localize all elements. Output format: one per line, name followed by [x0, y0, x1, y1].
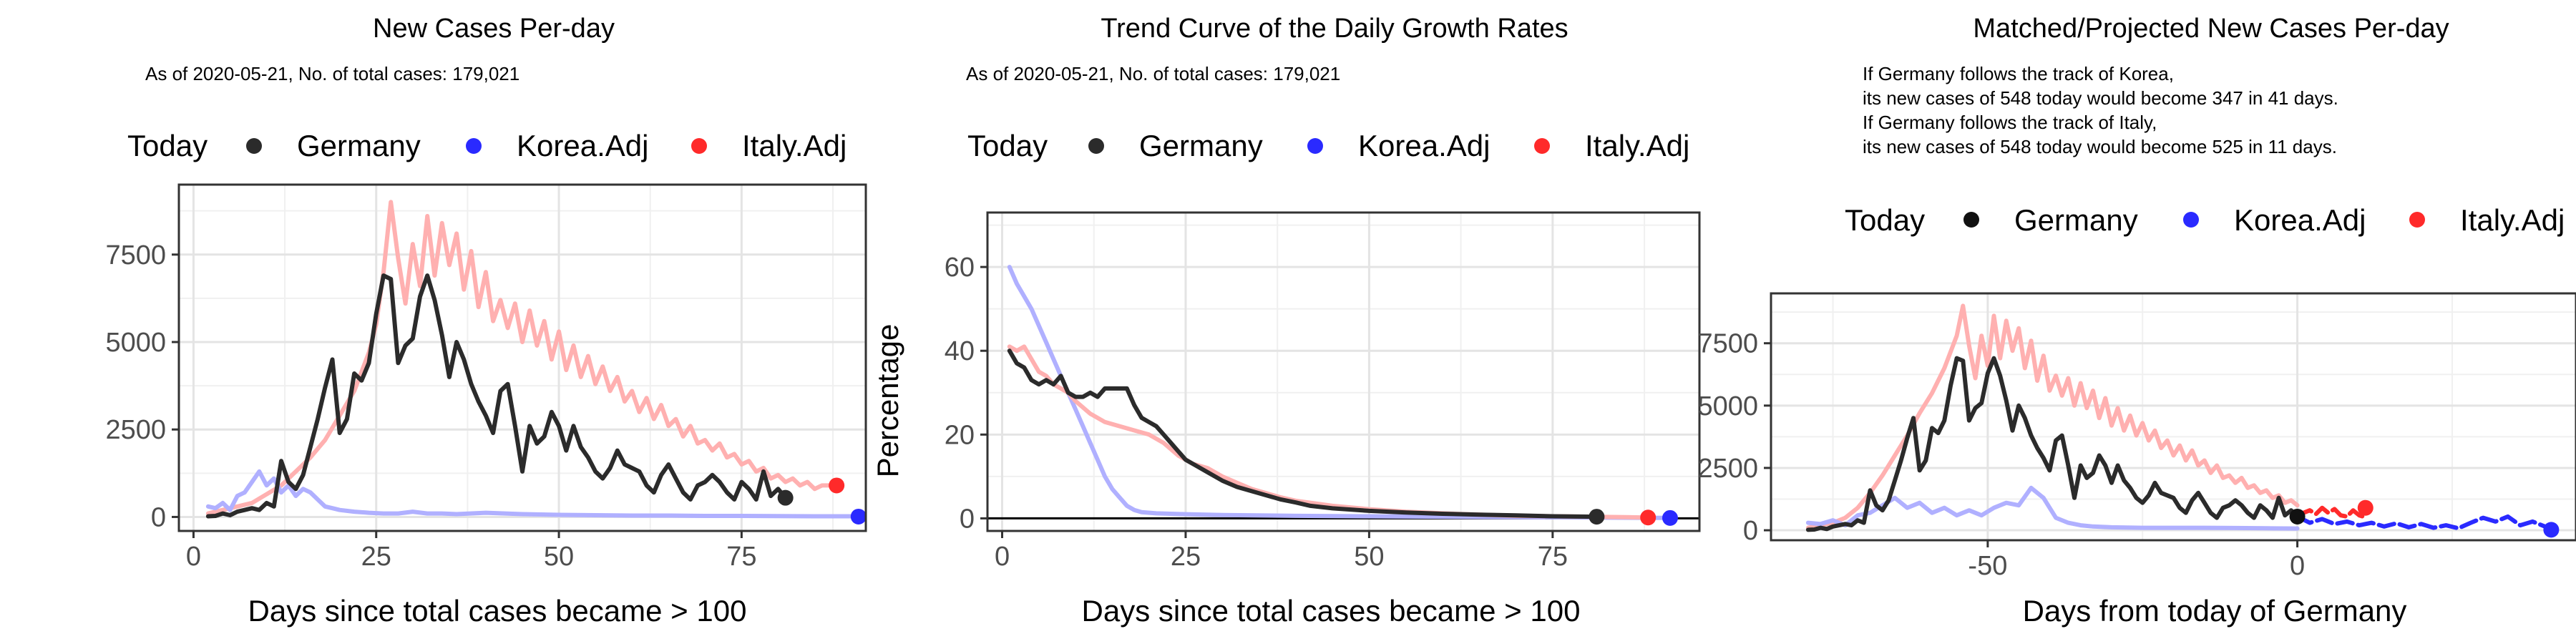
plot-area: 0 25 50 75 0 2500 5000 7500	[105, 183, 867, 572]
today-point-italy-adj	[2357, 499, 2373, 516]
series-line-germany	[205, 273, 788, 519]
y-tick-label: 2500	[105, 415, 166, 445]
legend: Today Germany Korea.Adj Italy.Adj	[1845, 203, 2565, 237]
legend-title: Today	[127, 129, 208, 162]
y-tick-label: 20	[945, 420, 975, 450]
legend-label-italy: Italy.Adj	[1585, 129, 1689, 162]
series-line-germany	[1007, 348, 1599, 519]
today-point-italy-adj	[1640, 509, 1657, 526]
chart-title: Matched/Projected New Cases Per-day	[1973, 14, 2449, 44]
plot-border	[177, 183, 867, 532]
legend-label-korea: Korea.Adj	[517, 129, 648, 162]
x-axis-title: Days from today of Germany	[2023, 594, 2407, 628]
today-point-germany	[2289, 508, 2306, 525]
legend-key-germany	[246, 138, 262, 154]
legend: Today Germany Korea.Adj Italy.Adj	[127, 129, 847, 162]
x-tick-label: 0	[2290, 551, 2305, 581]
legend-key-korea	[1307, 138, 1323, 154]
x-axis-title: Days since total cases became > 100	[248, 594, 747, 628]
legend-label-italy: Italy.Adj	[2460, 203, 2565, 237]
series-line-korea-adj	[205, 469, 854, 519]
x-tick-label: 0	[995, 542, 1010, 572]
legend-label-korea: Korea.Adj	[2234, 203, 2366, 237]
series-line-italy-adj-projected	[2295, 505, 2368, 519]
today-point-italy-adj	[829, 477, 845, 494]
panel-projected-cases: Matched/Projected New Cases Per-day If G…	[1697, 14, 2576, 628]
panel-new-cases: New Cases Per-day As of 2020-05-21, No. …	[105, 14, 867, 628]
x-tick-label: 50	[1354, 542, 1384, 572]
x-tick-label: 0	[186, 542, 201, 572]
y-tick-label: 5000	[105, 328, 166, 358]
legend-key-italy	[2409, 212, 2425, 228]
chart-subtitle-line: If Germany follows the track of Italy,	[1863, 112, 2157, 133]
y-tick-label: 5000	[1697, 391, 1758, 421]
today-point-korea-adj	[1662, 509, 1678, 526]
chart-subtitle-line: its new cases of 548 today would become …	[1863, 136, 2337, 157]
today-point-germany	[1589, 509, 1605, 525]
legend-key-italy	[691, 138, 707, 154]
legend-key-germany	[1088, 138, 1104, 154]
legend-label-korea: Korea.Adj	[1358, 129, 1490, 162]
today-point-korea-adj	[2543, 522, 2560, 538]
plot-border	[986, 211, 1701, 532]
x-tick-label: 75	[726, 542, 756, 572]
legend: Today Germany Korea.Adj Italy.Adj	[967, 129, 1689, 162]
series-line-germany	[1805, 356, 2300, 532]
y-axis-title: Percentage	[871, 324, 904, 478]
legend-title: Today	[1845, 203, 1925, 237]
x-tick-label: 50	[544, 542, 574, 572]
today-point-germany	[777, 489, 794, 506]
legend-label-germany: Germany	[1139, 129, 1263, 162]
y-tick-label: 0	[151, 502, 166, 532]
x-axis-title: Days since total cases became > 100	[1082, 594, 1581, 628]
chart-title: New Cases Per-day	[373, 14, 615, 44]
x-tick-label: 25	[361, 542, 391, 572]
series-line-italy-adj	[1805, 303, 2300, 530]
chart-title: Trend Curve of the Daily Growth Rates	[1101, 14, 1568, 44]
y-tick-label: 0	[960, 504, 975, 534]
panel-growth-rates: Trend Curve of the Daily Growth Rates As…	[871, 14, 1701, 628]
y-tick-label: 60	[945, 253, 975, 283]
series-line-korea-adj	[1007, 265, 1672, 520]
today-point-korea-adj	[850, 508, 867, 525]
plot-background	[1771, 293, 2576, 540]
chart-subtitle-line: If Germany follows the track of Korea,	[1863, 63, 2174, 84]
y-tick-label: 7500	[105, 240, 166, 270]
x-tick-label: -50	[1968, 551, 2007, 581]
chart-subtitle-line: its new cases of 548 today would become …	[1863, 87, 2338, 109]
x-tick-label: 75	[1538, 542, 1568, 572]
x-tick-label: 25	[1171, 542, 1201, 572]
legend-title: Today	[967, 129, 1048, 162]
legend-key-germany	[1963, 212, 1979, 228]
legend-label-germany: Germany	[297, 129, 421, 162]
chart-subtitle-line: As of 2020-05-21, No. of total cases: 17…	[145, 63, 519, 84]
legend-key-korea	[466, 138, 482, 154]
y-tick-label: 40	[945, 336, 975, 366]
series-line-korea-adj-projected	[2295, 514, 2554, 532]
legend-label-italy: Italy.Adj	[742, 129, 847, 162]
plot-area: -50 0 0 2500 5000 7500	[1697, 292, 2576, 581]
y-tick-label: 7500	[1697, 329, 1758, 359]
legend-key-korea	[2183, 212, 2199, 228]
plot-area: 0 25 50 75 0 20 40 60	[945, 211, 1701, 572]
legend-key-italy	[1534, 138, 1550, 154]
legend-label-germany: Germany	[2014, 203, 2138, 237]
y-tick-label: 2500	[1697, 454, 1758, 484]
y-tick-label: 0	[1743, 516, 1758, 546]
plot-border	[1770, 292, 2576, 542]
chart-subtitle-line: As of 2020-05-21, No. of total cases: 17…	[966, 63, 1340, 84]
series-line-korea-adj	[1805, 485, 2300, 531]
